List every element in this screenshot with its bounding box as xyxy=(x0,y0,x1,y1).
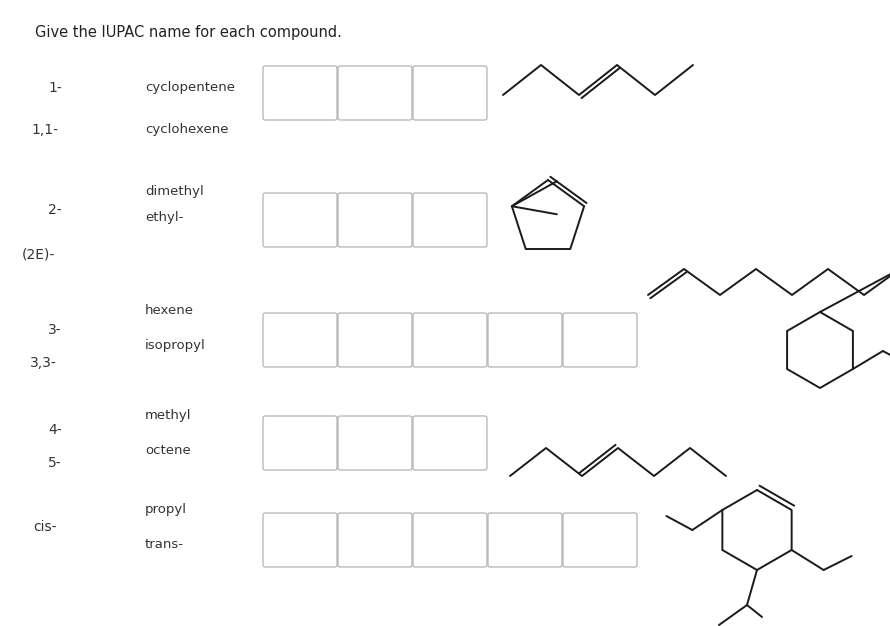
Text: 5-: 5- xyxy=(48,456,62,470)
FancyBboxPatch shape xyxy=(263,313,337,367)
FancyBboxPatch shape xyxy=(263,416,337,470)
Text: isopropyl: isopropyl xyxy=(145,339,206,352)
FancyBboxPatch shape xyxy=(338,313,412,367)
Text: cyclohexene: cyclohexene xyxy=(145,123,229,136)
Text: 1,1-: 1,1- xyxy=(31,123,58,137)
FancyBboxPatch shape xyxy=(563,313,637,367)
FancyBboxPatch shape xyxy=(488,313,562,367)
Text: 4-: 4- xyxy=(48,423,62,437)
FancyBboxPatch shape xyxy=(413,416,487,470)
FancyBboxPatch shape xyxy=(338,513,412,567)
Text: dimethyl: dimethyl xyxy=(145,185,204,198)
Text: 3,3-: 3,3- xyxy=(30,356,57,370)
Text: 1-: 1- xyxy=(48,81,62,95)
FancyBboxPatch shape xyxy=(413,513,487,567)
Text: octene: octene xyxy=(145,443,190,456)
FancyBboxPatch shape xyxy=(413,66,487,120)
Text: cyclopentene: cyclopentene xyxy=(145,81,235,95)
Text: Give the IUPAC name for each compound.: Give the IUPAC name for each compound. xyxy=(35,25,342,40)
Text: propyl: propyl xyxy=(145,503,187,516)
FancyBboxPatch shape xyxy=(413,193,487,247)
Text: ethyl-: ethyl- xyxy=(145,212,183,225)
Text: 3-: 3- xyxy=(48,323,62,337)
FancyBboxPatch shape xyxy=(563,513,637,567)
FancyBboxPatch shape xyxy=(413,313,487,367)
Text: 2-: 2- xyxy=(48,203,62,217)
FancyBboxPatch shape xyxy=(488,513,562,567)
FancyBboxPatch shape xyxy=(338,66,412,120)
Text: methyl: methyl xyxy=(145,409,191,421)
Text: trans-: trans- xyxy=(145,538,184,552)
Text: (2E)-: (2E)- xyxy=(21,248,55,262)
Text: hexene: hexene xyxy=(145,304,194,317)
FancyBboxPatch shape xyxy=(338,193,412,247)
FancyBboxPatch shape xyxy=(338,416,412,470)
Text: cis-: cis- xyxy=(34,520,57,534)
FancyBboxPatch shape xyxy=(263,193,337,247)
FancyBboxPatch shape xyxy=(263,66,337,120)
FancyBboxPatch shape xyxy=(263,513,337,567)
